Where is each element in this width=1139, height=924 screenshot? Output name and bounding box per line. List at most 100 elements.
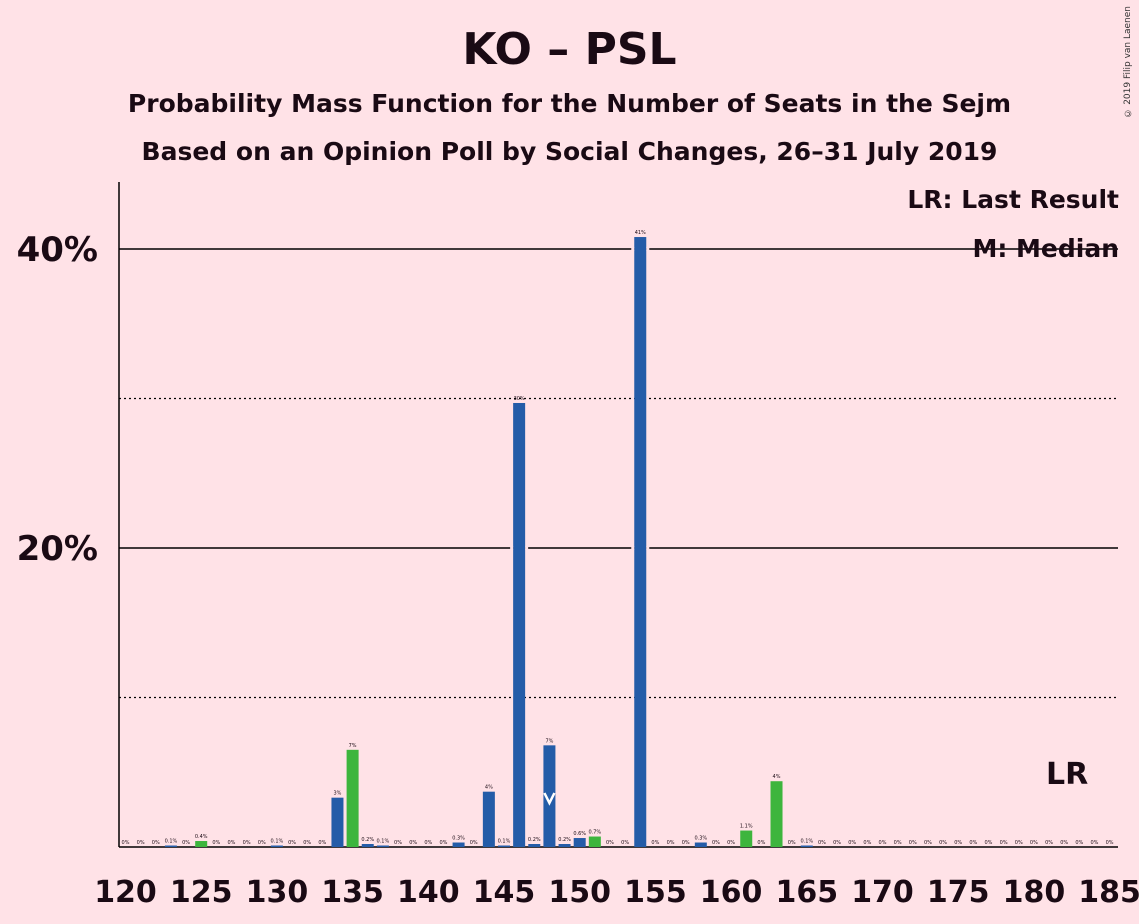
y-tick-label: 40% <box>17 230 98 270</box>
data-label: 0% <box>757 840 765 846</box>
data-label: 4% <box>485 785 493 791</box>
data-label: 0.1% <box>377 839 390 845</box>
bar <box>164 845 177 847</box>
data-label: 0% <box>985 840 993 846</box>
grid-gap <box>646 546 650 550</box>
data-label: 0% <box>470 840 478 846</box>
x-tick-label: 155 <box>624 875 687 910</box>
data-label: 0% <box>894 840 902 846</box>
data-label: 0.1% <box>165 839 178 845</box>
data-label: 0% <box>212 840 220 846</box>
data-label: 0% <box>303 840 311 846</box>
bar <box>482 791 495 847</box>
bar <box>634 237 647 848</box>
data-label: 0.2% <box>361 837 374 843</box>
data-label: 0.1% <box>271 839 284 845</box>
data-label: 0% <box>1060 840 1068 846</box>
bar-green <box>195 841 208 847</box>
data-label: 0% <box>954 840 962 846</box>
data-label: 0.4% <box>195 834 208 840</box>
data-label: 0% <box>243 840 251 846</box>
bar-green <box>346 749 359 847</box>
bar <box>528 844 541 847</box>
data-label: 0% <box>667 840 675 846</box>
data-label: 7% <box>349 743 357 749</box>
data-label: 0% <box>137 840 145 846</box>
median-marker <box>543 792 556 806</box>
grid-gap <box>510 546 514 550</box>
data-label: 0% <box>848 840 856 846</box>
y-tick-label: 20% <box>17 529 98 569</box>
bar <box>558 844 571 847</box>
data-label: 30% <box>514 396 525 402</box>
legend-last-result: LR: Last Result <box>907 185 1119 214</box>
grid-gap <box>631 247 635 251</box>
x-tick-label: 150 <box>548 875 611 910</box>
data-label: 0% <box>122 840 130 846</box>
bar <box>573 838 586 847</box>
data-label: 0% <box>939 840 947 846</box>
grid-gap <box>646 247 650 251</box>
data-label: 0% <box>409 840 417 846</box>
bar-median <box>543 745 556 847</box>
data-label: 0% <box>1030 840 1038 846</box>
x-tick-label: 180 <box>1003 875 1066 910</box>
data-label: 0% <box>1045 840 1053 846</box>
data-label: 0% <box>182 840 190 846</box>
data-label: 0.2% <box>528 837 541 843</box>
data-label: 0% <box>924 840 932 846</box>
data-label: 0% <box>621 840 629 846</box>
data-label: 0.3% <box>694 836 707 842</box>
chart-title: KO – PSL <box>462 24 677 75</box>
bar <box>361 844 374 847</box>
data-label: 0.2% <box>558 837 571 843</box>
data-label: 41% <box>635 230 646 236</box>
bar <box>331 797 344 847</box>
data-label: 0% <box>879 840 887 846</box>
data-label: 0% <box>909 840 917 846</box>
data-label: 0% <box>682 840 690 846</box>
x-tick-label: 165 <box>775 875 838 910</box>
data-label: 0% <box>1075 840 1083 846</box>
grid-gap <box>525 546 529 550</box>
data-label: 0% <box>1015 840 1023 846</box>
data-label: 0% <box>606 840 614 846</box>
bar <box>694 842 707 847</box>
data-label: 0% <box>833 840 841 846</box>
bar <box>376 845 389 847</box>
data-label: 0% <box>424 840 432 846</box>
x-tick-label: 120 <box>94 875 157 910</box>
data-label: 0% <box>318 840 326 846</box>
x-tick-label: 125 <box>170 875 233 910</box>
x-tick-label: 175 <box>927 875 990 910</box>
bar <box>270 845 283 847</box>
data-label: 0.6% <box>573 831 586 837</box>
x-tick-label: 140 <box>397 875 460 910</box>
data-label: 0% <box>1090 840 1098 846</box>
data-label: 0% <box>1000 840 1008 846</box>
data-label: 0% <box>818 840 826 846</box>
chart-source-note: Based on an Opinion Poll by Social Chang… <box>141 137 998 166</box>
x-tick-label: 185 <box>1078 875 1139 910</box>
data-label: 3% <box>333 791 341 797</box>
data-label: 0% <box>258 840 266 846</box>
data-label: 0% <box>788 840 796 846</box>
data-label: 7% <box>545 738 553 744</box>
data-label: 0.3% <box>452 836 465 842</box>
x-tick-label: 135 <box>321 875 384 910</box>
grid-gap <box>631 546 635 550</box>
data-label: 0.1% <box>800 839 813 845</box>
bar-green <box>588 836 601 847</box>
data-label: 0.1% <box>498 839 511 845</box>
x-tick-label: 130 <box>246 875 309 910</box>
data-label: 0% <box>288 840 296 846</box>
data-label: 0% <box>1106 840 1114 846</box>
bar <box>513 402 526 847</box>
chart-subtitle: Probability Mass Function for the Number… <box>127 89 1012 118</box>
data-label: 0% <box>727 840 735 846</box>
data-label: 0% <box>394 840 402 846</box>
data-label: 1.1% <box>740 824 753 830</box>
data-label: 0% <box>651 840 659 846</box>
data-label: 0% <box>228 840 236 846</box>
